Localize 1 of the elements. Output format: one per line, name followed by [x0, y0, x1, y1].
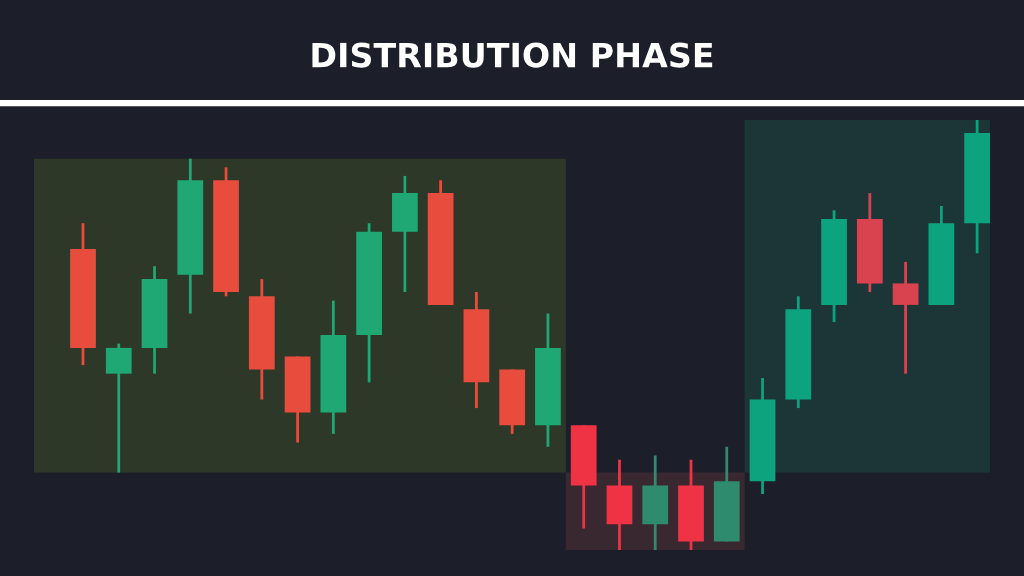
chart-title: DISTRIBUTION PHASE [312, 42, 713, 68]
